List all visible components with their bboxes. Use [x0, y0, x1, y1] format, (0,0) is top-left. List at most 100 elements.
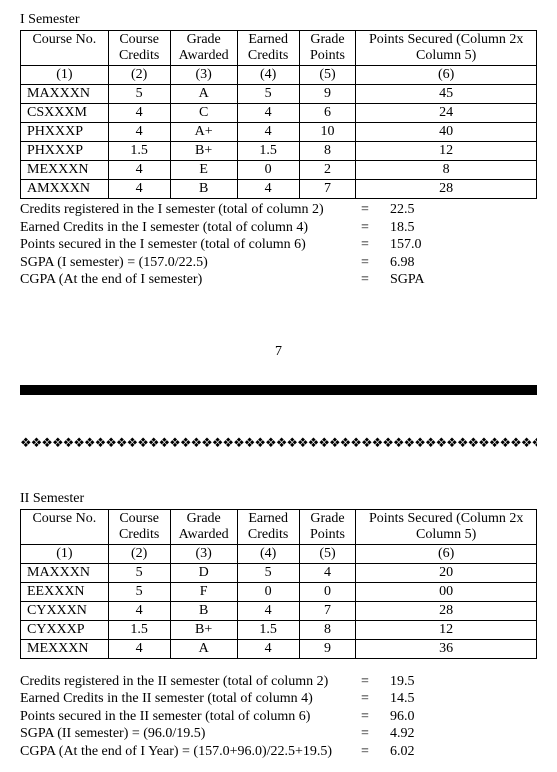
table-cell: 24	[356, 104, 537, 123]
table-row: MAXXXN5A5945	[21, 85, 537, 104]
page-number: 7	[20, 344, 537, 360]
summary-row: Points secured in the II semester (total…	[20, 708, 537, 726]
table-cell: 5	[237, 563, 299, 582]
summary-row: Credits registered in the I semester (to…	[20, 201, 537, 219]
table-cell: A	[170, 639, 237, 658]
table-cell: CYXXXN	[21, 601, 109, 620]
summary-value: 18.5	[380, 219, 537, 237]
sem1-table: Course No. Course Credits Grade Awarded …	[20, 30, 537, 199]
table-header-row: Course No. Course Credits Grade Awarded …	[21, 31, 537, 66]
summary-label: CGPA (At the end of I Year) = (157.0+96.…	[20, 743, 350, 761]
table-cell: 45	[356, 85, 537, 104]
table-cell: 0	[237, 582, 299, 601]
header-course-no: Course No.	[21, 31, 109, 66]
table-cell: 4	[108, 123, 170, 142]
table-cell: 36	[356, 639, 537, 658]
table-cell: 4	[237, 104, 299, 123]
table-cell: 8	[299, 142, 356, 161]
table-cell: C	[170, 104, 237, 123]
table-cell: 4	[237, 639, 299, 658]
colnum-4: (4)	[237, 66, 299, 85]
colnum-4: (4)	[237, 544, 299, 563]
summary-equals: =	[350, 201, 380, 219]
table-cell: F	[170, 582, 237, 601]
table-cell: 7	[299, 180, 356, 199]
summary-label: Points secured in the II semester (total…	[20, 708, 350, 726]
header-points-secured: Points Secured (Column 2x Column 5)	[356, 509, 537, 544]
colnum-3: (3)	[170, 66, 237, 85]
table-cell: 4	[108, 161, 170, 180]
summary-row: Credits registered in the II semester (t…	[20, 673, 537, 691]
colnum-2: (2)	[108, 66, 170, 85]
table-cell: 10	[299, 123, 356, 142]
table-cell: 9	[299, 85, 356, 104]
summary-value: 96.0	[380, 708, 537, 726]
summary-row: Earned Credits in the II semester (total…	[20, 690, 537, 708]
header-grade-awarded: Grade Awarded	[170, 31, 237, 66]
header-course-credits: Course Credits	[108, 31, 170, 66]
summary-label: Credits registered in the II semester (t…	[20, 673, 350, 691]
table-cell: 2	[299, 161, 356, 180]
table-cell: 4	[237, 123, 299, 142]
table-cell: E	[170, 161, 237, 180]
summary-label: Credits registered in the I semester (to…	[20, 201, 350, 219]
table-cell: 5	[108, 582, 170, 601]
table-cell: 00	[356, 582, 537, 601]
table-row: CYXXXP1.5B+1.5812	[21, 620, 537, 639]
summary-value: 4.92	[380, 725, 537, 743]
table-cell: CYXXXP	[21, 620, 109, 639]
table-cell: 12	[356, 620, 537, 639]
table-cell: 5	[108, 563, 170, 582]
summary-value: 6.98	[380, 254, 537, 272]
colnum-1: (1)	[21, 66, 109, 85]
table-cell: AMXXXN	[21, 180, 109, 199]
table-cell: 40	[356, 123, 537, 142]
summary-equals: =	[350, 254, 380, 272]
table-cell: D	[170, 563, 237, 582]
summary-equals: =	[350, 690, 380, 708]
table-row: PHXXXP4A+41040	[21, 123, 537, 142]
table-row: EEXXXN5F0000	[21, 582, 537, 601]
colnum-6: (6)	[356, 544, 537, 563]
summary-value: 14.5	[380, 690, 537, 708]
summary-value: 157.0	[380, 236, 537, 254]
summary-label: Earned Credits in the I semester (total …	[20, 219, 350, 237]
table-cell: 5	[237, 85, 299, 104]
table-cell: 4	[108, 639, 170, 658]
summary-label: SGPA (I semester) = (157.0/22.5)	[20, 254, 350, 272]
table-cell: 0	[299, 582, 356, 601]
table-cell: 4	[108, 180, 170, 199]
summary-row: CGPA (At the end of I semester)=SGPA	[20, 271, 537, 289]
table-cell: B+	[170, 620, 237, 639]
summary-value: 6.02	[380, 743, 537, 761]
table-row: MEXXXN4A4936	[21, 639, 537, 658]
summary-equals: =	[350, 236, 380, 254]
table-header-numbers: (1) (2) (3) (4) (5) (6)	[21, 544, 537, 563]
table-cell: 1.5	[108, 142, 170, 161]
header-course-credits: Course Credits	[108, 509, 170, 544]
summary-label: SGPA (II semester) = (96.0/19.5)	[20, 725, 350, 743]
summary-equals: =	[350, 725, 380, 743]
table-cell: CSXXXM	[21, 104, 109, 123]
header-grade-points: Grade Points	[299, 31, 356, 66]
table-cell: B	[170, 601, 237, 620]
table-cell: 28	[356, 601, 537, 620]
table-row: AMXXXN4B4728	[21, 180, 537, 199]
table-cell: 4	[108, 601, 170, 620]
table-cell: 1.5	[108, 620, 170, 639]
table-cell: 5	[108, 85, 170, 104]
header-course-no: Course No.	[21, 509, 109, 544]
table-cell: B+	[170, 142, 237, 161]
table-cell: 28	[356, 180, 537, 199]
table-cell: 6	[299, 104, 356, 123]
table-cell: 8	[356, 161, 537, 180]
summary-label: Points secured in the I semester (total …	[20, 236, 350, 254]
colnum-5: (5)	[299, 544, 356, 563]
colnum-6: (6)	[356, 66, 537, 85]
table-cell: 1.5	[237, 620, 299, 639]
table-header-row: Course No. Course Credits Grade Awarded …	[21, 509, 537, 544]
summary-equals: =	[350, 219, 380, 237]
table-cell: 1.5	[237, 142, 299, 161]
table-cell: 7	[299, 601, 356, 620]
table-cell: MEXXXN	[21, 639, 109, 658]
